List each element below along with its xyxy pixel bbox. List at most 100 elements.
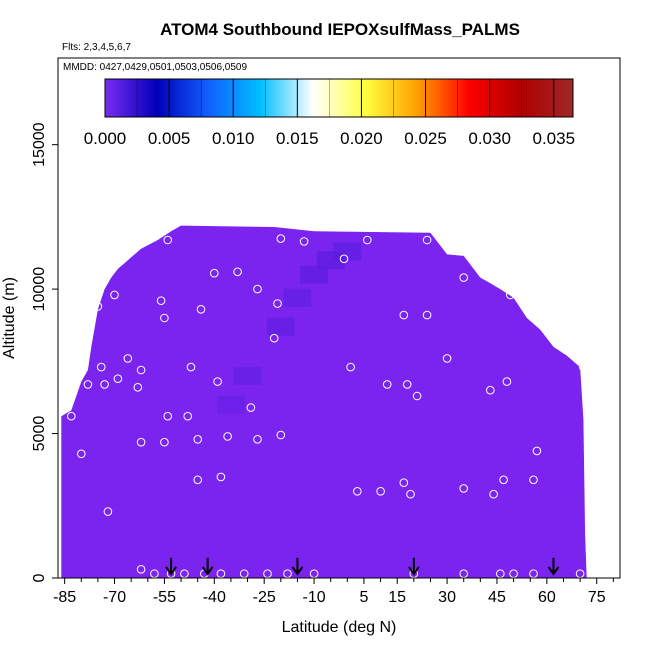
sample-point-10	[156, 296, 166, 306]
sample-point-3	[363, 235, 372, 245]
sample-point-27	[163, 411, 172, 421]
x-tick-label: -70	[103, 589, 126, 606]
heat-cell-6	[216, 395, 245, 414]
sample-point-26	[246, 403, 256, 412]
sample-point-21	[83, 380, 93, 389]
sample-point-52	[529, 475, 538, 485]
x-tick-label: 75	[588, 589, 606, 606]
sample-point-57	[353, 487, 362, 496]
sample-point-44	[442, 354, 452, 363]
sample-point-14	[96, 281, 106, 291]
sample-point-34	[77, 449, 86, 459]
sample-point-18	[136, 365, 146, 375]
colorbar-tick-label: 0.025	[404, 129, 447, 148]
x-tick-label: 30	[438, 589, 456, 606]
sample-point-33	[276, 430, 286, 440]
sample-point-39	[346, 362, 355, 372]
colorbar-tick-label: 0.005	[148, 129, 191, 148]
sample-point-42	[422, 310, 432, 320]
sample-point-37	[216, 472, 226, 482]
heat-cell-3	[333, 242, 362, 261]
colorbar-tick-label: 0.035	[532, 129, 575, 148]
colorbar-tick-label: 0.000	[84, 129, 127, 148]
sample-point-23	[113, 374, 123, 384]
plot-frame	[57, 57, 621, 579]
flight-arrow-head	[201, 566, 214, 576]
sample-point-48	[529, 293, 538, 303]
x-tick-label: -25	[253, 589, 276, 606]
flight-arrow-3	[408, 557, 420, 576]
x-tick-label: -55	[153, 589, 176, 606]
heatmap-fill	[61, 225, 587, 578]
sample-point-19	[186, 362, 196, 372]
x-tick-label: 45	[488, 589, 506, 606]
heat-cell-5	[233, 366, 262, 385]
y-axis: 0 5000 10000 15000	[31, 122, 58, 582]
heat-cell-1	[300, 265, 329, 284]
flight-arrow-1	[201, 557, 214, 576]
sample-point-30	[193, 435, 202, 444]
sample-point-0	[163, 235, 172, 245]
flight-arrow-head	[408, 566, 420, 576]
x-axis-label: Latitude (deg N)	[282, 619, 397, 636]
sample-point-5	[339, 254, 349, 264]
sample-point-38	[103, 507, 113, 516]
y-tick-label: 0	[31, 573, 48, 582]
sample-point-59	[489, 489, 498, 499]
sample-point-53	[499, 475, 508, 485]
x-tick-label: -85	[53, 589, 76, 606]
sample-point-29	[160, 437, 169, 447]
sample-point-8	[253, 284, 262, 294]
heatmap-region	[61, 225, 587, 578]
sample-point-49	[506, 290, 515, 300]
sample-point-32	[253, 435, 262, 444]
sample-point-58	[406, 489, 415, 499]
x-tick-label: 5	[359, 589, 368, 606]
sample-point-56	[376, 487, 385, 496]
sample-point-13	[93, 302, 103, 311]
colorbar-tick-label: 0.030	[468, 129, 511, 148]
sample-point-1	[276, 234, 286, 243]
colorbar-tick-label: 0.010	[212, 129, 255, 148]
sample-point-45	[502, 377, 512, 386]
sample-point-28	[183, 411, 192, 421]
x-tick-label: -40	[203, 589, 226, 606]
sample-point-76	[579, 362, 588, 372]
y-tick-label: 10000	[31, 267, 48, 312]
sample-point-2	[299, 237, 309, 246]
flights-note: Flts: 2,3,4,5,6,7	[62, 42, 131, 53]
sample-point-12	[196, 305, 206, 314]
colorbar-ramp	[104, 78, 574, 118]
x-tick-label: -10	[302, 589, 325, 606]
flight-arrow-head	[291, 566, 304, 576]
sample-point-50	[459, 273, 469, 282]
flight-arrow-0	[165, 557, 177, 576]
sample-points	[67, 234, 588, 579]
sample-point-36	[193, 475, 202, 485]
y-tick-label: 5000	[31, 416, 48, 452]
sample-point-22	[100, 380, 109, 389]
sample-point-41	[402, 380, 412, 389]
flight-arrow-head	[165, 566, 177, 576]
x-tick-label: 15	[388, 589, 406, 606]
sample-point-15	[110, 290, 119, 300]
sample-point-20	[96, 362, 106, 372]
sample-point-43	[399, 310, 409, 320]
colorbar-tick-label: 0.020	[340, 129, 383, 148]
flight-arrows	[165, 557, 560, 576]
sample-point-40	[382, 380, 392, 389]
chart-title: ATOM4 Southbound IEPOXsulfMass_PALMS	[160, 20, 520, 39]
elevated-band	[216, 242, 362, 414]
sample-point-16	[269, 333, 279, 343]
sample-point-6	[210, 268, 219, 278]
x-tick-label: 60	[538, 589, 556, 606]
sample-point-60	[136, 565, 146, 574]
sample-point-55	[399, 478, 409, 488]
heat-cell-4	[266, 317, 295, 336]
heat-cell-0	[283, 288, 312, 307]
y-tick-label: 15000	[31, 122, 48, 167]
flight-arrow-head	[547, 566, 560, 576]
sample-point-47	[412, 391, 422, 401]
y-axis-label: Altitude (m)	[1, 277, 18, 359]
